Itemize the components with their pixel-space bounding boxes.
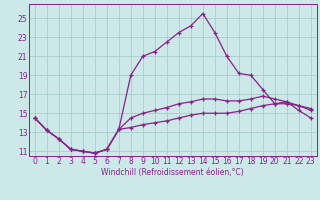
X-axis label: Windchill (Refroidissement éolien,°C): Windchill (Refroidissement éolien,°C) — [101, 168, 244, 177]
